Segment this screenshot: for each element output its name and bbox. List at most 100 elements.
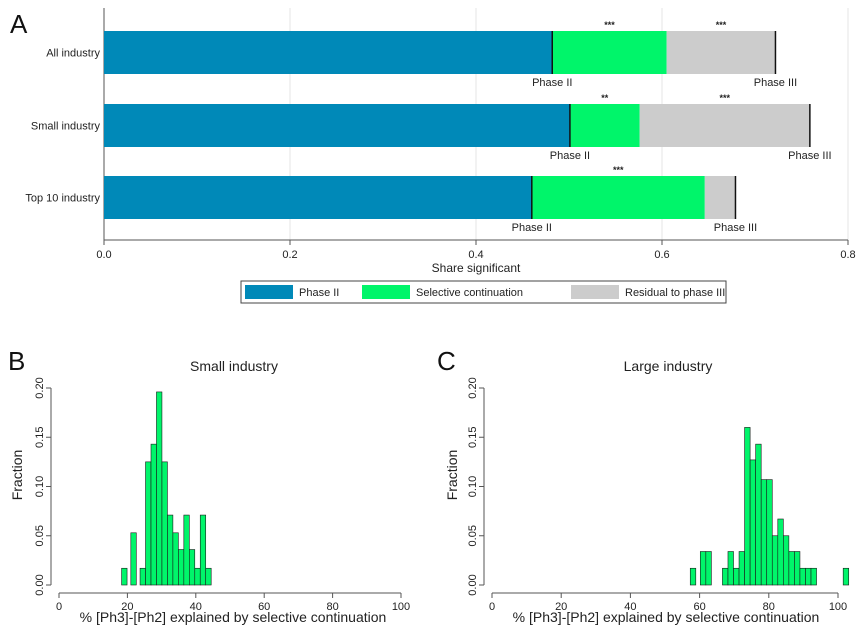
panel-b-bin [156,392,161,585]
panel-b-bin [206,568,211,585]
panel-c-bin [739,552,745,585]
panel-a-tick-label: 0.4 [468,249,483,261]
panel-b-bin [178,550,183,585]
panel-a-bar-phase2 [104,31,552,74]
panel-a-bar-selective-continuation [532,176,705,219]
panel-c-bin [772,536,778,585]
panel-a-phase3-label: Phase III [754,77,797,89]
panel-a-bar-selective-continuation [552,31,666,74]
panel-a-category-labels: All industry Small industry Top 10 industr… [25,48,100,205]
panel-a-x-axis-label: Share significant [432,261,521,275]
panel-b-y-tick-label: 0.20 [34,377,46,398]
panel-c-bin [745,427,751,585]
panel-b-bin [189,550,194,585]
panel-c-y-tick-label: 0.20 [467,377,479,398]
panel-c-y-tick-label: 0.15 [467,427,479,448]
panel-a-significance-selective: *** [604,20,615,30]
panel-b-bin [122,568,127,585]
legend-swatch-phase2 [245,285,293,299]
panel-b-y-tick-label: 0.00 [34,574,46,595]
panel-c-bin [756,444,762,585]
panel-c-bin [767,480,773,585]
panel-c-bin [706,552,712,585]
panel-letter-a: A [10,9,28,39]
panel-c-bin [794,552,800,585]
panel-a-category-label: Small industry [31,121,101,133]
legend-label-selective: Selective continuation [416,287,523,299]
panel-a-bar-residual [667,31,776,74]
panel-c-bin [728,552,734,585]
panel-b-bin [167,515,172,585]
panel-b-bin [195,568,200,585]
panel-c-y-tick-label: 0.10 [467,476,479,497]
panel-b-x-axis-label: % [Ph3]-[Ph2] explained by selective con… [80,609,387,625]
panel-a-bars: Phase II Phase III *** *** Phase II Phase III… [104,20,832,234]
panel-c-bin [843,568,849,585]
panel-b-y-tick-label: 0.05 [34,525,46,546]
panel-c-histogram: Large industry 0 20 40 60 80 1000.000.050.100… [444,358,849,625]
legend-swatch-selective [362,285,410,299]
panel-c-bin [750,460,756,585]
panel-c-bins [690,427,848,585]
panel-a-phase2-label: Phase II [512,222,552,234]
panel-a-bar-selective-continuation [570,104,640,147]
panel-c-x-tick-label: 0 [489,601,495,613]
panel-c-x-axis-label: % [Ph3]-[Ph2] explained by selective con… [513,609,820,625]
panel-b-histogram: Small industry 0 20 40 60 80 1000.000.050.100… [9,358,410,625]
panel-a-significance-selective: *** [613,165,624,175]
panel-a-bar-residual [705,176,736,219]
panel-a-phase2-label: Phase II [550,150,590,162]
panel-c-x-tick-label: 100 [829,601,847,613]
panel-c-y-axis-label: Fraction [444,450,460,501]
legend-label-residual: Residual to phase III [625,287,725,299]
panel-c-bin [778,519,784,585]
panel-letter-c: C [437,346,456,376]
panel-b-bin [200,515,205,585]
panel-c-bin [700,552,706,585]
panel-a-significance-residual: *** [720,93,731,103]
legend-swatch-residual [571,285,619,299]
panel-a-category-label: All industry [46,48,100,60]
panel-b-bin [184,515,189,585]
panel-a-phase2-label: Phase II [532,77,572,89]
panel-letter-b: B [8,346,25,376]
panel-b-bin [162,462,167,585]
panel-c-bin [805,568,811,585]
panel-c-y-tick-label: 0.05 [467,525,479,546]
panel-c-bin [722,568,728,585]
panel-b-bin [151,444,156,585]
panel-a-phase3-label: Phase III [714,222,757,234]
panel-a-stacked-bar-chart: Phase II Phase III *** *** Phase II Phase III… [25,8,855,303]
panel-a-tick-label: 0.6 [654,249,669,261]
panel-b-title: Small industry [190,358,278,374]
panel-b-bin [146,462,151,585]
panel-c-bin [783,536,789,585]
panel-a-legend: Phase II Selective continuation Residual… [241,281,726,303]
panel-b-axes: 0 20 40 60 80 100 0.00 0.05 0.10 0.15 0.20 [34,377,410,613]
panel-b-x-tick-label: 100 [392,601,410,613]
panel-c-bin [734,568,740,585]
panel-a-bar-phase2 [104,176,532,219]
panel-b-y-tick-label: 0.10 [34,476,46,497]
panel-c-bin [789,552,795,585]
panel-c-bin [690,568,696,585]
panel-a-significance-selective: ** [601,93,609,103]
panel-b-y-axis-label: Fraction [9,450,25,501]
panel-b-x-tick-label: 0 [56,601,62,613]
panel-b-bin [131,533,136,585]
panel-b-bin [140,568,145,585]
panel-a-bar-phase2 [104,104,570,147]
panel-a-bar-residual [640,104,810,147]
panel-a-x-ticks: 0.0 0.2 0.4 0.6 0.8 [96,240,855,261]
panel-a-tick-label: 0.8 [840,249,855,261]
panel-c-title: Large industry [624,358,713,374]
panel-b-bin [173,533,178,585]
panel-c-bin [761,480,767,585]
panel-a-tick-label: 0.2 [282,249,297,261]
panel-a-phase3-label: Phase III [788,150,831,162]
panel-b-y-tick-label: 0.15 [34,427,46,448]
legend-label-phase2: Phase II [299,287,339,299]
panel-a-tick-label: 0.0 [96,249,111,261]
panel-b-bins [122,392,212,585]
